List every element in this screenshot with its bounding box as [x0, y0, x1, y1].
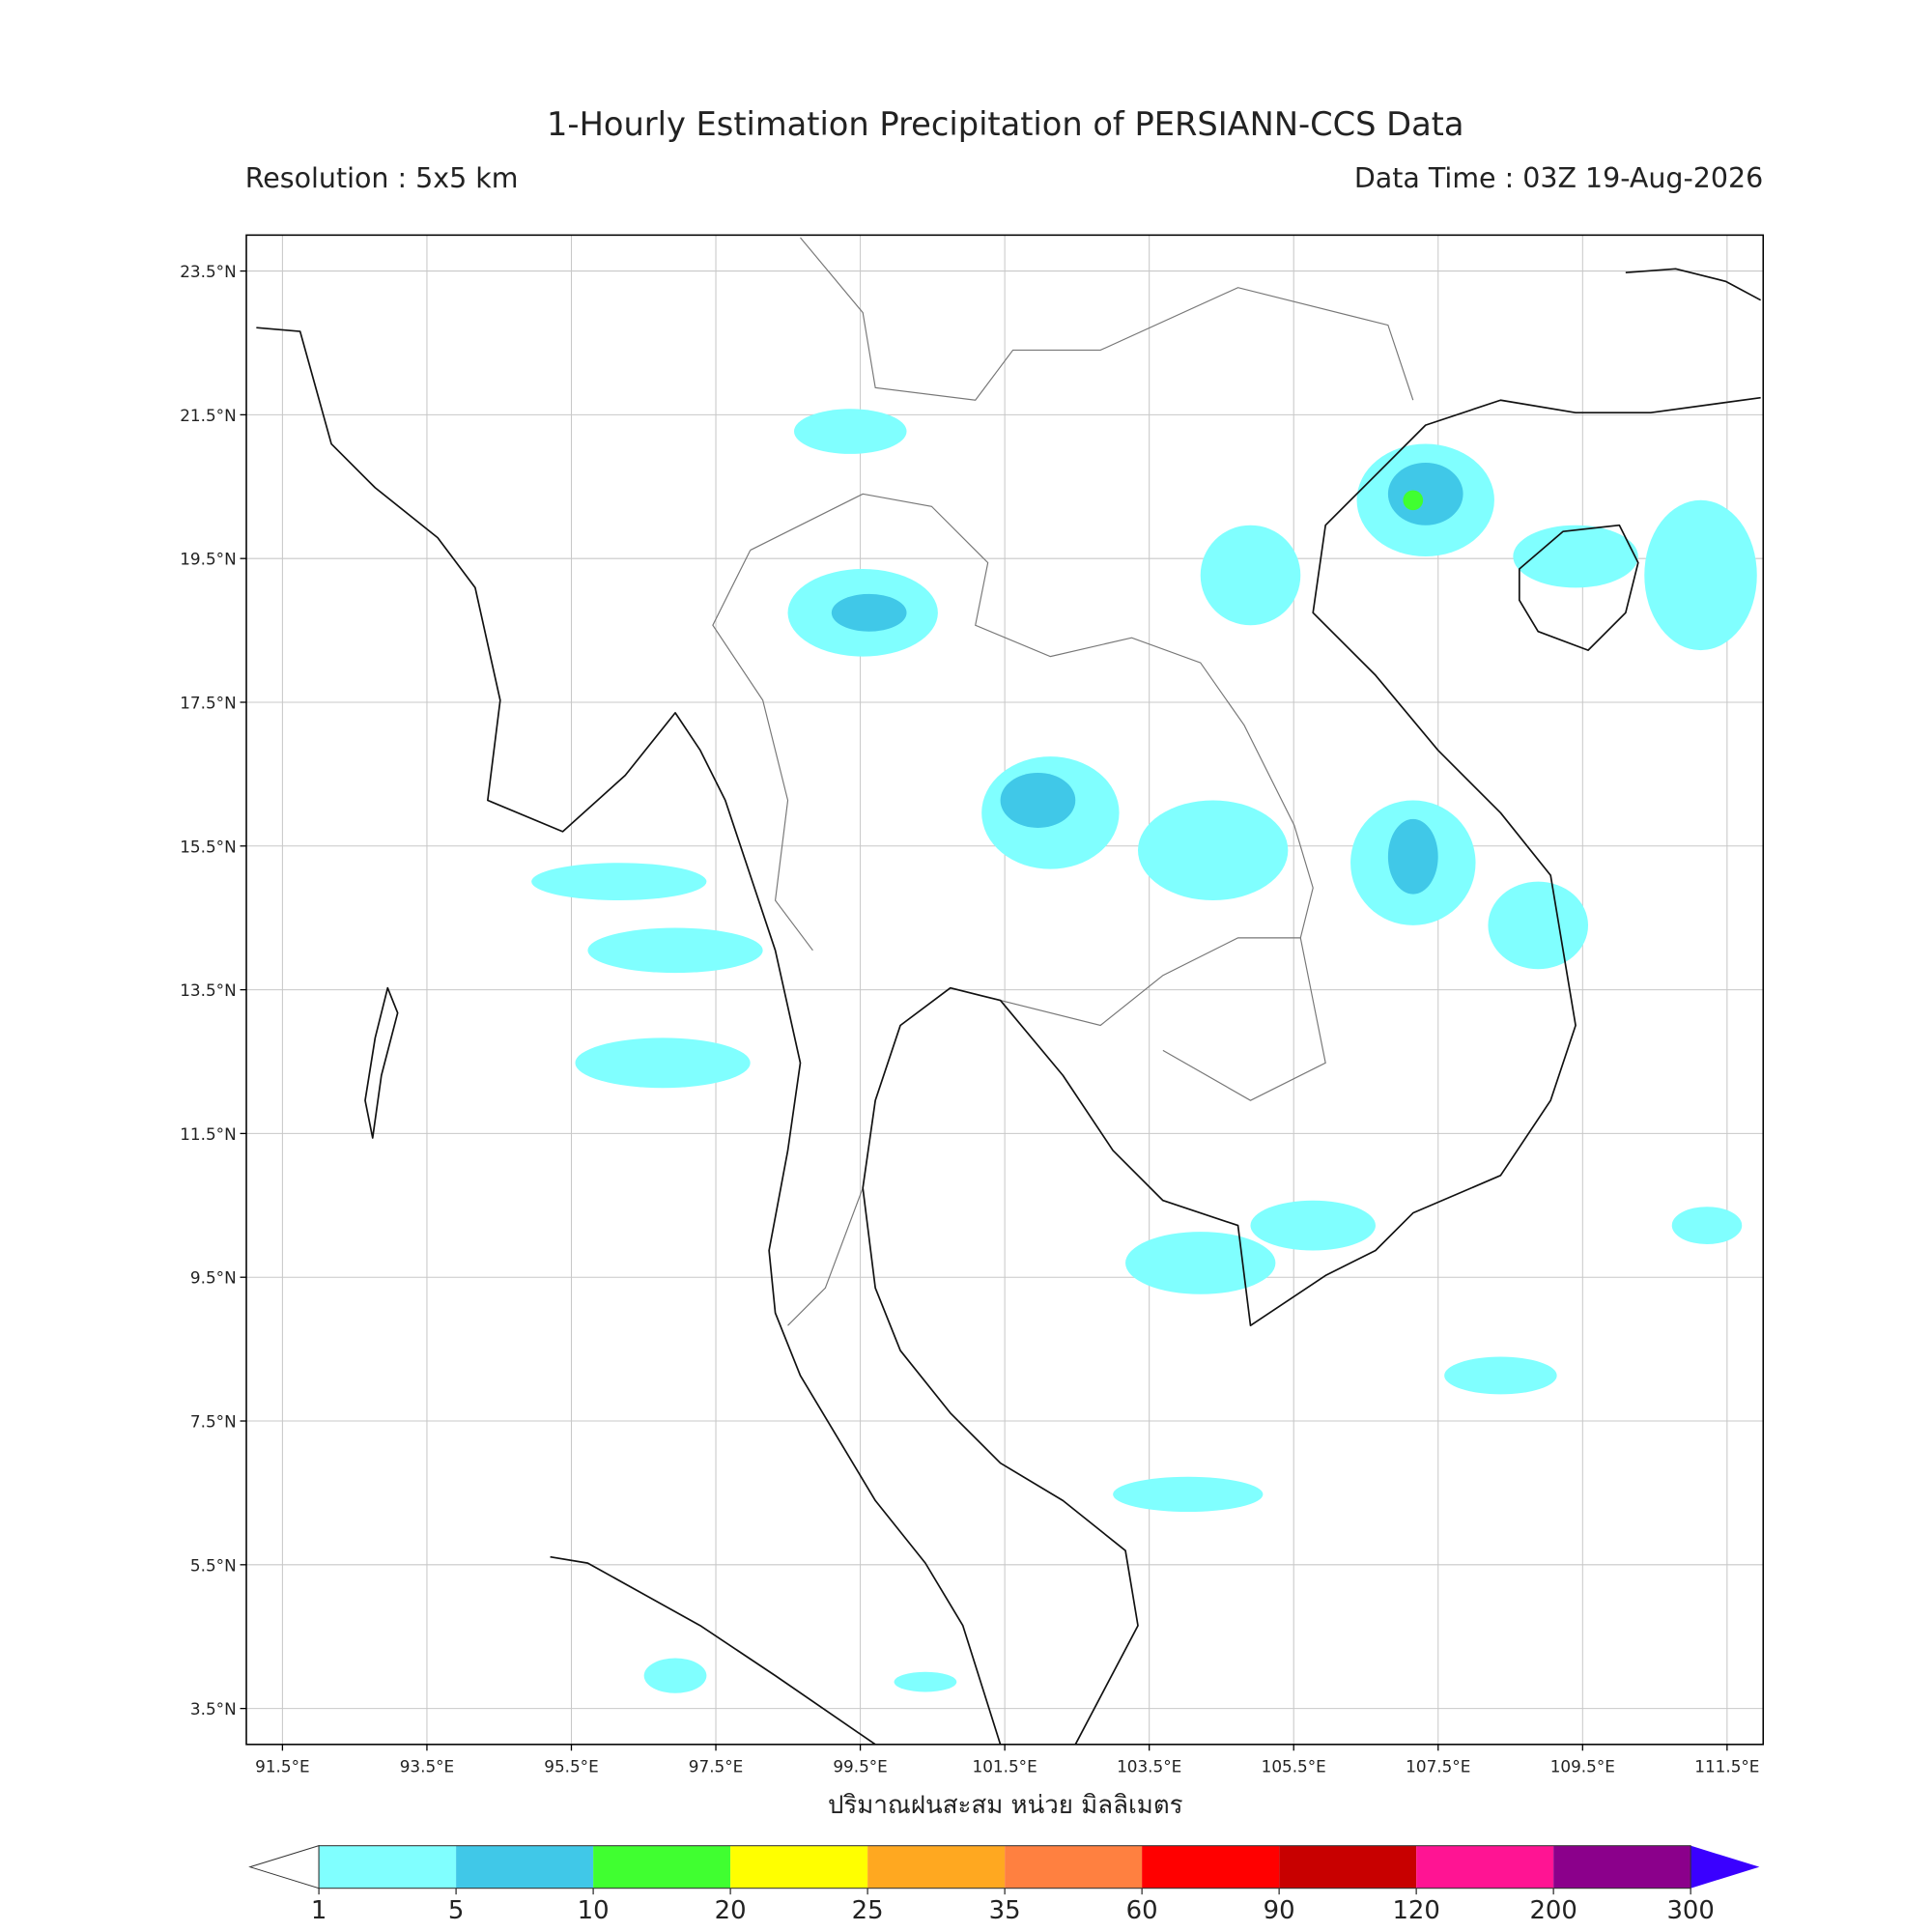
colorbar-box: [319, 1845, 457, 1889]
colorbar-box: [1553, 1845, 1691, 1889]
colorbar-box: [1279, 1845, 1417, 1889]
colorbar-box: [1416, 1845, 1554, 1889]
lon-tick-label: 97.5°E: [689, 1756, 743, 1776]
coastline: [550, 1555, 876, 1746]
colorbar-label: 1: [311, 1896, 327, 1925]
colorbar-label: 25: [852, 1896, 884, 1925]
lat-tick-label: 21.5°N: [180, 406, 236, 425]
colorbar-label: 5: [448, 1896, 464, 1925]
lon-tick-label: 95.5°E: [544, 1756, 598, 1776]
colorbar-over: [1690, 1845, 1760, 1889]
rain-area: [1137, 800, 1289, 901]
rain-area: [1513, 525, 1638, 588]
coastlines: [256, 268, 1762, 1746]
lon-tick-label: 91.5°E: [255, 1756, 309, 1776]
lon-tick-label: 107.5°E: [1406, 1756, 1470, 1776]
title: 1-Hourly Estimation Precipitation of PER…: [547, 105, 1463, 143]
rain-area: [1387, 462, 1463, 526]
lat-tick-label: 7.5°N: [190, 1411, 237, 1431]
rain-area: [894, 1671, 957, 1692]
rain-area: [794, 409, 907, 454]
x-axis-label: ปริมาณฝนสะสม หน่วย มิลลิเมตร: [828, 1791, 1183, 1820]
colorbar-label: 200: [1529, 1896, 1577, 1925]
lon-tick-label: 105.5°E: [1262, 1756, 1326, 1776]
rain-area: [1200, 525, 1301, 626]
lon-tick-label: 109.5°E: [1550, 1756, 1615, 1776]
coastline: [862, 396, 1761, 1746]
lat-tick-label: 3.5°N: [190, 1699, 237, 1719]
rain-area: [1387, 818, 1438, 895]
lat-tick-label: 5.5°N: [190, 1555, 237, 1575]
rain-area: [1444, 1356, 1557, 1395]
subtitle-left: Resolution : 5x5 km: [245, 162, 519, 194]
borders: [712, 237, 1414, 1326]
rain-area: [1000, 773, 1076, 828]
colorbar-box: [1142, 1845, 1280, 1889]
colorbar-label: 60: [1126, 1896, 1158, 1925]
colorbar-label: 10: [578, 1896, 610, 1925]
rain-area: [1644, 499, 1757, 651]
colorbar-box: [593, 1845, 731, 1889]
colorbar: 1 5 10 20 25 35 60 90 120 200 300: [248, 1844, 1760, 1925]
lat-tick-label: 13.5°N: [180, 980, 236, 1000]
colorbar-label: 90: [1264, 1896, 1295, 1925]
rain-area: [1250, 1200, 1376, 1251]
colorbar-box: [1005, 1845, 1143, 1889]
map-area: [245, 234, 1765, 1746]
rain-area: [1403, 490, 1424, 511]
rain-area: [1113, 1476, 1264, 1513]
colorbar-label: 120: [1392, 1896, 1439, 1925]
rain-area: [1488, 881, 1589, 970]
coastline: [1625, 268, 1762, 301]
colorbar-label: 300: [1666, 1896, 1714, 1925]
rain-area: [643, 1658, 707, 1693]
coastline: [1518, 524, 1639, 651]
subtitle-right: Data Time : 03Z 19-Aug-2026: [1354, 162, 1763, 194]
colorbar-under: [248, 1844, 320, 1889]
lat-tick-label: 11.5°N: [180, 1124, 236, 1144]
coastline: [256, 327, 1002, 1746]
colorbar-box: [867, 1845, 1006, 1889]
country-border: [800, 237, 1414, 1101]
rain-area: [587, 927, 763, 974]
rain-area: [831, 593, 907, 632]
lat-tick-label: 17.5°N: [180, 693, 236, 712]
rain-area: [1671, 1207, 1743, 1245]
lon-tick-label: 101.5°E: [973, 1756, 1037, 1776]
rain-area: [575, 1037, 751, 1089]
lat-tick-label: 9.5°N: [190, 1268, 237, 1288]
rain-area: [531, 863, 707, 901]
colorbar-box: [730, 1845, 868, 1889]
colorbar-label: 20: [715, 1896, 747, 1925]
lat-tick-label: 19.5°N: [180, 550, 236, 569]
lat-tick-label: 23.5°N: [180, 262, 236, 281]
lat-tick-label: 15.5°N: [180, 837, 236, 856]
lon-tick-label: 111.5°E: [1694, 1756, 1759, 1776]
lon-tick-label: 103.5°E: [1117, 1756, 1181, 1776]
coastline: [364, 986, 399, 1139]
lon-tick-label: 99.5°E: [833, 1756, 887, 1776]
grid: [246, 235, 1764, 1745]
colorbar-box: [456, 1845, 594, 1889]
lon-tick-label: 93.5°E: [400, 1756, 454, 1776]
colorbar-label: 35: [989, 1896, 1021, 1925]
rain-area: [1125, 1232, 1276, 1294]
rain-areas: [531, 409, 1757, 1693]
